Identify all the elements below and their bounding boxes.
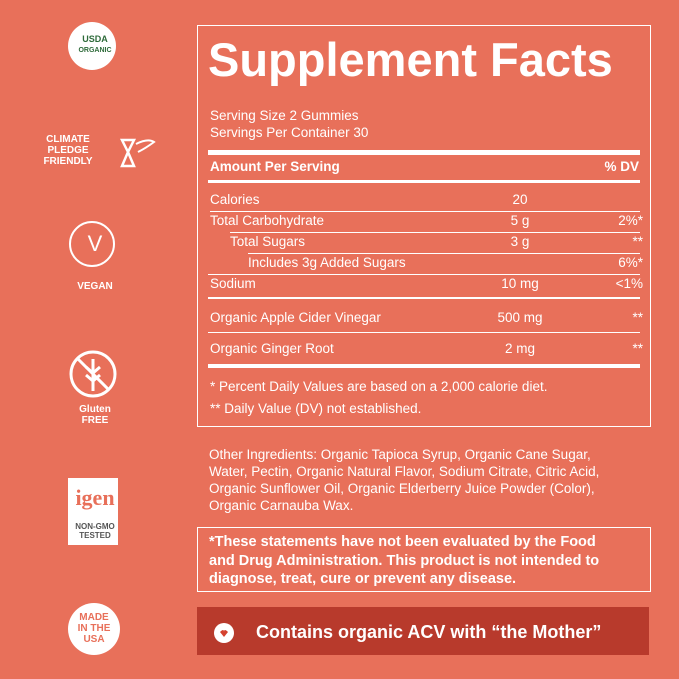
- header-amount: Amount Per Serving: [210, 159, 340, 174]
- row-dv: <1%: [615, 276, 643, 291]
- usa-badge: [68, 603, 120, 655]
- rule: [208, 364, 640, 368]
- text: IN THE: [77, 623, 111, 634]
- servings-per-container: Servings Per Container 30: [210, 125, 369, 140]
- rule: [248, 253, 640, 254]
- disclaimer-line: diagnose, treat, cure or prevent any dis…: [209, 571, 517, 587]
- text: USA: [83, 634, 105, 645]
- banner-text: Contains organic ACV with “the Mother”: [256, 622, 602, 642]
- disclaimer-line: *These statements have not been evaluate…: [209, 534, 596, 550]
- rule: [230, 232, 640, 233]
- gluten-icon: [69, 350, 117, 398]
- row-amount: 3 g: [510, 234, 530, 249]
- row-amount: 5 g: [510, 213, 530, 228]
- rule: [208, 274, 640, 275]
- ingredients-line: Organic Sunflower Oil, Organic Elderberr…: [209, 481, 595, 496]
- usda-text: USDA ORGANIC: [50, 34, 140, 56]
- text: NON-GMO: [75, 522, 115, 531]
- row-name: Includes 3g Added Sugars: [248, 255, 406, 270]
- header-dv: % DV: [604, 159, 639, 174]
- serving-size: Serving Size 2 Gummies: [210, 108, 359, 123]
- usda-badge: [68, 22, 116, 70]
- text: ORGANIC: [78, 47, 112, 54]
- rule: [208, 180, 640, 183]
- text: FREE: [81, 415, 109, 426]
- text: USDA: [82, 34, 108, 44]
- text: Gluten: [79, 404, 111, 415]
- banner: [197, 607, 649, 655]
- row-name: Sodium: [210, 276, 256, 291]
- disclaimer-line: and Drug Administration. This product is…: [209, 553, 600, 569]
- row-name: Organic Ginger Root: [210, 341, 334, 356]
- text: CLIMATE: [46, 134, 90, 145]
- row-name: Organic Apple Cider Vinegar: [210, 310, 381, 325]
- nongmo-text: NON-GMO TESTED: [50, 522, 140, 540]
- facts-panel: [197, 25, 651, 427]
- text: MADE: [79, 612, 109, 623]
- row-name: Total Sugars: [230, 234, 306, 249]
- rule: [208, 332, 640, 333]
- nongmo-logo: igen: [75, 485, 115, 510]
- row-dv: 2%*: [618, 213, 643, 228]
- gluten-text: Gluten FREE: [50, 404, 140, 426]
- ingredients-line: Water, Pectin, Organic Natural Flavor, S…: [209, 464, 600, 479]
- row-amount: 500 mg: [497, 310, 543, 325]
- text: PLEDGE: [47, 145, 89, 156]
- vegan-text: VEGAN: [77, 281, 113, 292]
- row-dv: **: [632, 310, 643, 325]
- apple-icon: [214, 623, 234, 643]
- ingredients-line: Organic Carnauba Wax.: [209, 498, 354, 513]
- vegan-icon: [69, 221, 115, 267]
- vegan-letter: V: [87, 231, 103, 256]
- facts-title: Supplement Facts: [208, 33, 613, 86]
- row-amount: 20: [512, 192, 528, 207]
- footnote: ** Daily Value (DV) not established.: [210, 401, 422, 416]
- row-dv: **: [632, 234, 643, 249]
- rule: [208, 297, 640, 299]
- usa-text: MADE IN THE USA: [49, 612, 139, 645]
- rule: [208, 150, 640, 155]
- row-dv: 6%*: [618, 255, 643, 270]
- row-dv: **: [632, 341, 643, 356]
- climate-text: CLIMATE PLEDGE FRIENDLY: [28, 134, 108, 167]
- ingredients-line: Other Ingredients: Organic Tapioca Syrup…: [209, 447, 591, 462]
- footnote: * Percent Daily Values are based on a 2,…: [210, 379, 548, 394]
- rule: [210, 211, 640, 212]
- row-amount: 10 mg: [501, 276, 539, 291]
- disclaimer-box: [197, 527, 651, 592]
- climate-icon: [119, 138, 156, 168]
- nongmo-badge: [68, 478, 118, 545]
- row-amount: 2 mg: [504, 341, 535, 356]
- row-name: Total Carbohydrate: [210, 213, 325, 228]
- text: TESTED: [79, 531, 111, 540]
- row-name: Calories: [210, 192, 260, 207]
- text: FRIENDLY: [43, 156, 93, 167]
